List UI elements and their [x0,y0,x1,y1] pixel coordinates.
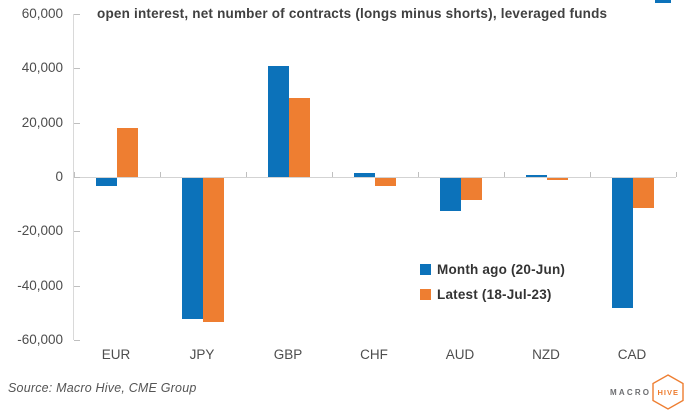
bar-aud-latest [461,178,482,200]
y-tick-mark [74,286,80,287]
legend-label: Month ago (20-Jun) [437,261,566,277]
bar-eur-month-ago [96,178,117,186]
y-tick-mark [74,340,80,341]
bar-gbp-latest [289,98,310,177]
legend-swatch-icon [420,288,431,300]
category-tick-mark [246,172,247,177]
legend-swatch-icon [420,263,431,275]
y-tick-label: -20,000 [17,223,63,238]
y-tick-label: -40,000 [17,278,63,293]
bar-jpy-latest [203,178,224,322]
y-tick-label: 0 [55,169,63,184]
y-tick-mark [74,14,80,15]
logo-hive-text: HIVE [657,387,679,397]
bar-jpy-month-ago [182,178,203,319]
y-tick-mark [74,231,80,232]
legend-item: Latest (18-Jul-23) [420,286,565,302]
y-tick-label: 40,000 [21,60,63,75]
x-axis-label-nzd: NZD [532,347,560,362]
bar-cad-latest [633,178,654,208]
category-tick-mark [418,172,419,177]
x-axis-label-chf: CHF [360,347,388,362]
category-tick-mark [504,172,505,177]
bar-cad-month-ago [612,178,633,308]
category-tick-mark [590,172,591,177]
plot-area [73,14,677,340]
category-tick-mark [332,172,333,177]
bar-chf-month-ago [354,173,375,177]
source-note: Source: Macro Hive, CME Group [8,381,197,395]
zero-axis-line [74,177,676,178]
y-tick-label: 20,000 [21,115,63,130]
bar-aud-month-ago [440,178,461,211]
y-tick-mark [74,123,80,124]
x-axis-label-jpy: JPY [189,347,215,362]
x-axis-label-aud: AUD [445,347,475,362]
logo-hexagon: HIVE [652,374,684,410]
legend: Month ago (20-Jun) Latest (18-Jul-23) [420,261,565,311]
chart-title: open interest, net number of contracts (… [97,6,608,21]
category-tick-mark [676,172,677,177]
hexagon-icon [652,374,684,410]
category-tick-mark [160,172,161,177]
bar-nzd-month-ago [526,175,547,177]
y-tick-label: -60,000 [17,332,63,347]
y-tick-mark [74,68,80,69]
bar-chf-latest [375,178,396,186]
top-right-blue-mark [655,0,671,3]
legend-label: Latest (18-Jul-23) [437,286,552,302]
x-axis-label-gbp: GBP [273,347,303,362]
bar-nzd-latest [547,178,568,180]
x-axis-label-eur: EUR [101,347,131,362]
y-tick-label: 60,000 [21,6,63,21]
y-tick-mark [74,177,80,178]
logo-macro-text: MACRO [610,387,652,397]
x-axis-label-cad: CAD [617,347,647,362]
bar-eur-latest [117,128,138,177]
legend-item: Month ago (20-Jun) [420,261,565,277]
category-tick-mark [74,172,75,177]
macrohive-logo: MACRO HIVE [610,373,684,411]
bar-gbp-month-ago [268,66,289,177]
